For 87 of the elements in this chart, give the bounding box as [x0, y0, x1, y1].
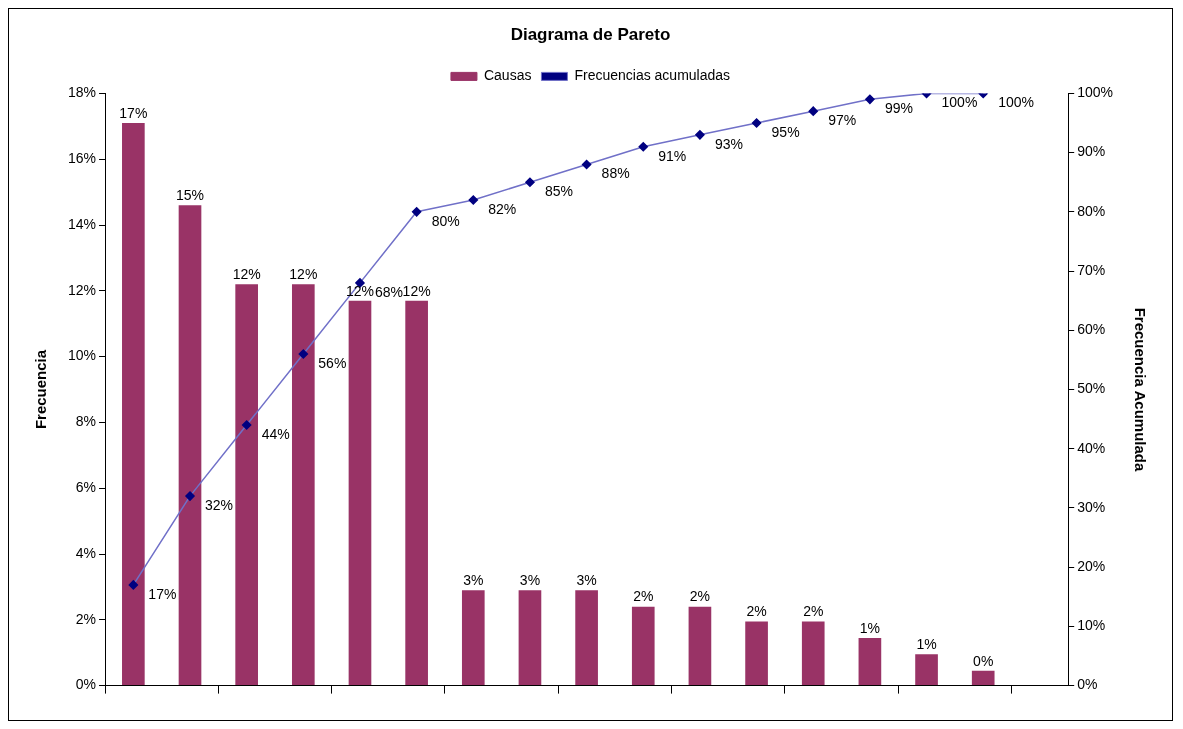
data-label: 2%: [633, 588, 654, 605]
data-label: 100%: [941, 94, 978, 111]
point: [808, 106, 818, 116]
bar: [858, 637, 882, 686]
bar: [631, 606, 655, 686]
y-tick-label: 4%: [75, 544, 97, 561]
data-label: 99%: [884, 100, 913, 117]
data-label: 95%: [771, 123, 800, 140]
y2-tick-label: 0%: [1077, 676, 1098, 693]
bar: [178, 205, 202, 686]
y2-tick-label: 100%: [1077, 84, 1114, 101]
data-label: 12%: [402, 282, 431, 299]
y-tick-label: 14%: [67, 215, 97, 232]
point: [298, 349, 309, 359]
y-tick-label: 6%: [75, 479, 97, 496]
data-label: 12%: [289, 266, 318, 283]
bar: [688, 606, 712, 686]
y2-tick-label: 70%: [1077, 261, 1106, 278]
data-label: 12%: [232, 266, 261, 283]
y-axis-title: Frecuencia: [32, 349, 50, 430]
y-tick-label: 8%: [75, 413, 97, 430]
data-label: 91%: [658, 147, 687, 164]
data-label: 32%: [205, 496, 234, 513]
data-label: 17%: [148, 585, 177, 602]
y-tick-label: 18%: [67, 84, 97, 101]
data-label: 3%: [463, 572, 484, 589]
bar: [235, 284, 258, 686]
data-label: 15%: [175, 187, 205, 204]
data-label: 88%: [601, 165, 630, 182]
data-label: 1%: [916, 636, 937, 653]
data-label: 3%: [576, 572, 597, 589]
data-label: 2%: [746, 603, 767, 620]
y-tick-label: 2%: [75, 610, 97, 627]
y2-tick-label: 80%: [1077, 202, 1106, 219]
bar: [915, 654, 938, 686]
data-label: 56%: [318, 354, 347, 371]
y2-tick-label: 10%: [1077, 617, 1106, 634]
data-label: 85%: [544, 183, 573, 200]
data-label: 80%: [431, 212, 460, 229]
point: [241, 420, 252, 430]
bar: [461, 590, 485, 686]
y-tick-label: 0%: [75, 676, 97, 693]
y2-axis-title: Frecuencia Acumulada: [1131, 307, 1149, 472]
bar: [122, 123, 145, 686]
y-tick-label: 10%: [67, 347, 97, 364]
bar: [518, 590, 542, 686]
point: [128, 580, 139, 590]
legend-label: Causas: [483, 67, 532, 84]
data-label: 2%: [689, 588, 711, 605]
data-label: 12%: [345, 282, 374, 299]
data-label: 100%: [998, 94, 1035, 111]
data-label: 2%: [803, 603, 824, 620]
data-label: 0%: [973, 652, 994, 669]
legend-label: Frecuencias acumuladas: [574, 67, 731, 84]
data-label: 97%: [828, 112, 857, 129]
point: [468, 195, 479, 205]
data-label: 44%: [261, 425, 290, 442]
point: [525, 177, 535, 187]
y2-tick-label: 90%: [1077, 143, 1106, 160]
point: [638, 141, 649, 152]
y2-tick-label: 20%: [1077, 558, 1106, 575]
point: [751, 118, 762, 128]
data-label: 1%: [859, 619, 881, 636]
data-label: 68%: [374, 283, 404, 300]
y-tick-label: 16%: [67, 150, 97, 167]
data-label: 82%: [488, 200, 517, 217]
bar: [405, 300, 428, 686]
bar: [291, 284, 315, 686]
point: [695, 130, 705, 140]
y2-tick-label: 40%: [1077, 439, 1106, 456]
data-label: 3%: [519, 572, 541, 589]
y2-tick-label: 60%: [1077, 321, 1106, 338]
y2-tick-label: 30%: [1077, 498, 1106, 515]
bar: [971, 670, 995, 686]
point: [185, 491, 195, 501]
chart-title: Diagrama de Pareto: [510, 24, 671, 44]
point: [581, 159, 592, 170]
y2-tick-label: 50%: [1077, 380, 1106, 397]
point: [865, 94, 875, 105]
bar: [801, 621, 825, 686]
bar: [348, 300, 372, 686]
bar: [745, 621, 768, 686]
bar: [575, 590, 598, 686]
point: [411, 207, 422, 217]
data-label: 17%: [119, 104, 148, 121]
y-tick-label: 12%: [67, 281, 97, 298]
data-label: 93%: [714, 135, 743, 152]
